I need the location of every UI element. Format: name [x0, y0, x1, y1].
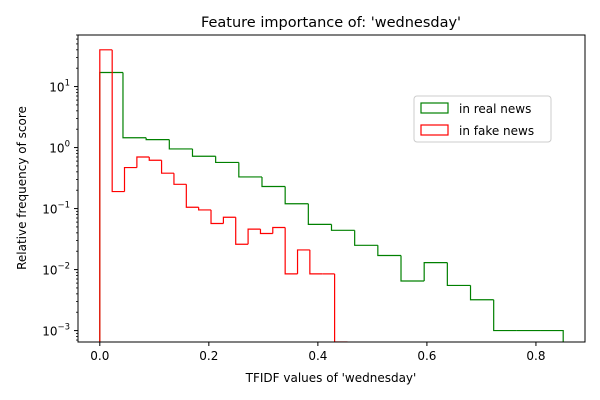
histogram-bin [307, 203, 332, 226]
plot-area [99, 49, 564, 342]
y-tick-label: 10−3 [42, 323, 70, 339]
chart-title: Feature importance of: 'wednesday' [201, 15, 461, 31]
x-tick-label: 0.6 [417, 349, 436, 363]
y-tick-label: 10−2 [42, 262, 70, 278]
histogram-bin [469, 285, 494, 301]
histogram-bin [191, 148, 216, 157]
y-tick-label: 10−1 [42, 201, 70, 217]
histogram-bin [540, 329, 564, 342]
histogram-bin [168, 139, 193, 150]
histogram-bin [377, 245, 402, 257]
x-tick-label: 0.4 [308, 349, 327, 363]
histogram-bin [272, 226, 286, 234]
histogram-bin [198, 207, 212, 211]
axes: 0.0 0.2 0.4 0.6 0.8 101 100 10−1 10−2 10−3 [42, 34, 586, 363]
histogram-bin [446, 262, 471, 287]
histogram-bin [215, 156, 239, 164]
histogram-bin [284, 186, 309, 205]
histogram-bin [99, 71, 123, 342]
legend: in real news in fake news [413, 95, 552, 143]
x-tick-label: 0.0 [90, 349, 109, 363]
histogram-bin [210, 209, 224, 225]
histogram-bin [261, 176, 286, 188]
y-tick-label: 100 [49, 140, 70, 156]
x-tick-label: 0.8 [526, 349, 545, 363]
histogram-bin [238, 162, 262, 178]
histogram-bin [222, 216, 236, 224]
histogram-bin [122, 72, 147, 139]
histogram-bin [173, 173, 187, 185]
y-tick-label: 101 [49, 79, 70, 95]
histogram-bin [284, 227, 298, 275]
histogram-bin [354, 230, 378, 246]
histogram-bin [123, 166, 137, 192]
histogram-bin [259, 229, 273, 235]
histogram-bin [235, 217, 249, 245]
histogram-bin [160, 160, 174, 174]
histogram-bin [247, 228, 261, 245]
histogram-bin [493, 299, 517, 332]
legend-label: in real news [459, 102, 531, 116]
y-axis-label: Relative frequency of score [15, 106, 29, 270]
legend-swatch [420, 124, 449, 136]
histogram-bin [330, 224, 355, 231]
histogram-bin [400, 255, 425, 282]
x-tick-label: 0.2 [199, 349, 218, 363]
histogram-bin [334, 273, 348, 342]
histogram-bin [136, 156, 150, 168]
histogram-bin [423, 262, 448, 281]
histogram-bin [185, 184, 199, 208]
histogram-bin [99, 49, 113, 342]
histogram-bin [309, 249, 323, 275]
x-axis-label: TFIDF values of 'wednesday' [245, 371, 417, 385]
legend-swatch [420, 102, 449, 114]
axes-frame [77, 34, 586, 343]
histogram-bin [296, 249, 310, 274]
histogram-bin [145, 137, 170, 141]
series-fake-news [99, 49, 348, 342]
histogram-bin [111, 49, 125, 193]
legend-label: in fake news [459, 124, 534, 138]
histogram-bin [148, 157, 162, 161]
